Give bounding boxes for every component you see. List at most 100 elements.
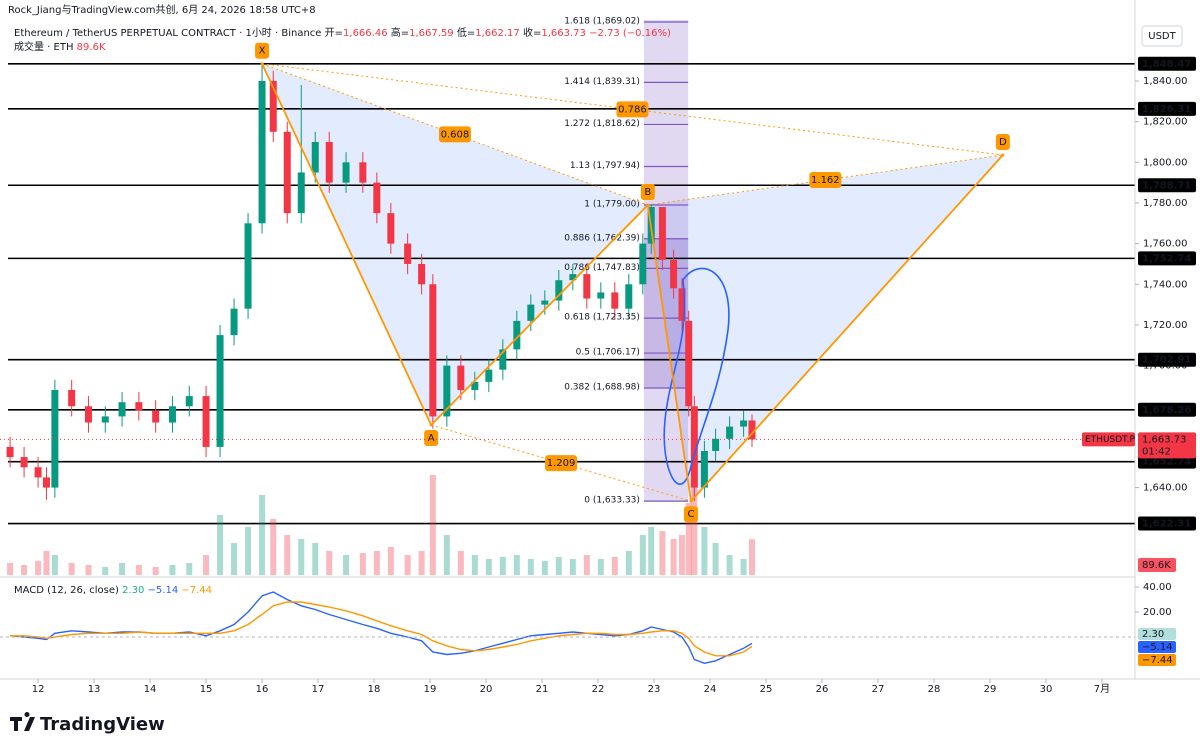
point-label: A — [428, 433, 435, 444]
x-tick-label: 30 — [1040, 684, 1053, 695]
volume-bar — [359, 553, 366, 575]
candle — [690, 396, 698, 502]
candle-body — [68, 390, 76, 407]
candle-body — [325, 141, 333, 183]
volume-bar — [541, 561, 548, 575]
candle — [471, 371, 479, 401]
volume-bar — [35, 561, 42, 575]
candle — [185, 385, 193, 417]
signal-value: −7.44 — [181, 585, 212, 596]
pattern-point — [260, 62, 264, 66]
candle — [297, 85, 305, 224]
level-tag-label: 1,652.74 — [1142, 457, 1191, 468]
candle — [135, 392, 143, 421]
x-tick-label: 20 — [480, 684, 493, 695]
x-tick-label: 14 — [144, 684, 157, 695]
volume-bar — [471, 555, 478, 575]
fib-label: 0.886 (1,762.39) — [564, 233, 640, 243]
fib-label: 0 (1,633.33) — [584, 496, 640, 506]
volume-bar — [68, 563, 75, 575]
level-tag-label: 1,848.47 — [1142, 59, 1191, 70]
currency-button[interactable] — [1141, 25, 1183, 47]
volume-bar — [7, 563, 14, 575]
candle-body — [513, 320, 521, 350]
currency-label[interactable]: USDT — [1148, 31, 1176, 42]
candle-body — [84, 406, 92, 423]
point-badge — [995, 133, 1010, 150]
volume-bar — [429, 475, 436, 575]
fib-label: 0.786 (1,747.83) — [564, 263, 640, 273]
macd-y-tick-label: 40.00 — [1143, 582, 1172, 593]
publisher: Rock_Jiang与TradingView.com共创, 6月 24, 202… — [8, 3, 316, 16]
point-label: C — [687, 509, 694, 520]
volume-bar — [499, 557, 506, 575]
candle-body — [670, 259, 678, 289]
ratio-badge — [438, 126, 471, 143]
macd-legend: MACD (12, 26, close) 2.30 −5.14 −7.44 — [14, 585, 212, 596]
y-tick-label: 1,760.00 — [1143, 239, 1188, 250]
volume-bar — [670, 539, 677, 575]
candle — [34, 457, 42, 488]
point-badge — [683, 506, 698, 523]
candle-body — [443, 365, 451, 417]
candle — [168, 396, 176, 433]
level-tag-label: 1,788.71 — [1142, 180, 1191, 191]
symbol-tag-label: ETHUSDT.P — [1085, 435, 1135, 445]
signal-line — [10, 601, 753, 657]
candle-body — [429, 284, 437, 417]
y-tick-label: 1,840.00 — [1143, 76, 1188, 87]
x-tick-label: 18 — [368, 684, 381, 695]
candle — [499, 339, 507, 380]
ohlc-value: 1,667.59 — [409, 28, 454, 39]
volume-bar — [169, 565, 176, 575]
candle-body — [216, 335, 224, 447]
volume-bar — [245, 527, 252, 575]
candle-body — [569, 274, 577, 281]
candle-body — [583, 274, 591, 299]
point-label: D — [999, 137, 1007, 148]
candle-body — [152, 410, 160, 423]
volume-bar — [231, 543, 238, 575]
volume-bar — [85, 565, 92, 575]
volume-bar — [597, 559, 604, 575]
candle-body — [168, 406, 176, 423]
macd-value-tag — [1138, 654, 1176, 666]
volume-bar — [555, 557, 562, 575]
fib-label: 1.618 (1,869.02) — [564, 16, 640, 26]
candle — [101, 406, 109, 433]
candle-body — [230, 308, 238, 336]
candle — [457, 355, 465, 401]
volume-bar — [135, 565, 142, 575]
fib-label: 1 (1,779.00) — [584, 200, 640, 210]
volume-bar — [685, 503, 692, 575]
y-tick-label: 1,800.00 — [1143, 157, 1188, 168]
ohlc-label: 高= — [391, 26, 409, 39]
y-tick-label: 1,780.00 — [1143, 198, 1188, 209]
y-tick-label: 1,820.00 — [1143, 117, 1188, 128]
candle-body — [690, 406, 698, 488]
volume-bar — [527, 559, 534, 575]
candle-body — [404, 243, 412, 264]
volume-bar — [119, 563, 126, 575]
volume-bar — [152, 567, 159, 575]
candle-body — [387, 213, 395, 244]
x-tick-label: 16 — [256, 684, 269, 695]
candle — [513, 310, 521, 360]
candle — [404, 233, 412, 275]
ohlc-value: 1,663.73 — [541, 28, 586, 39]
volume-bar — [639, 535, 646, 575]
candle — [68, 379, 76, 417]
pattern-point — [689, 499, 693, 503]
x-tick-label: 21 — [536, 684, 549, 695]
point-label: B — [644, 187, 651, 198]
brand-name: TradingView — [40, 714, 165, 735]
level-tag-label: 1,678.26 — [1142, 405, 1191, 416]
candle-body — [597, 292, 605, 299]
drawings-back — [8, 20, 1135, 525]
candle-body — [297, 172, 305, 214]
volume-bar — [186, 563, 193, 575]
x-tick-label: 19 — [424, 684, 437, 695]
volume-bar — [611, 557, 618, 575]
x-tick-label: 13 — [88, 684, 101, 695]
candle-body — [34, 467, 42, 478]
